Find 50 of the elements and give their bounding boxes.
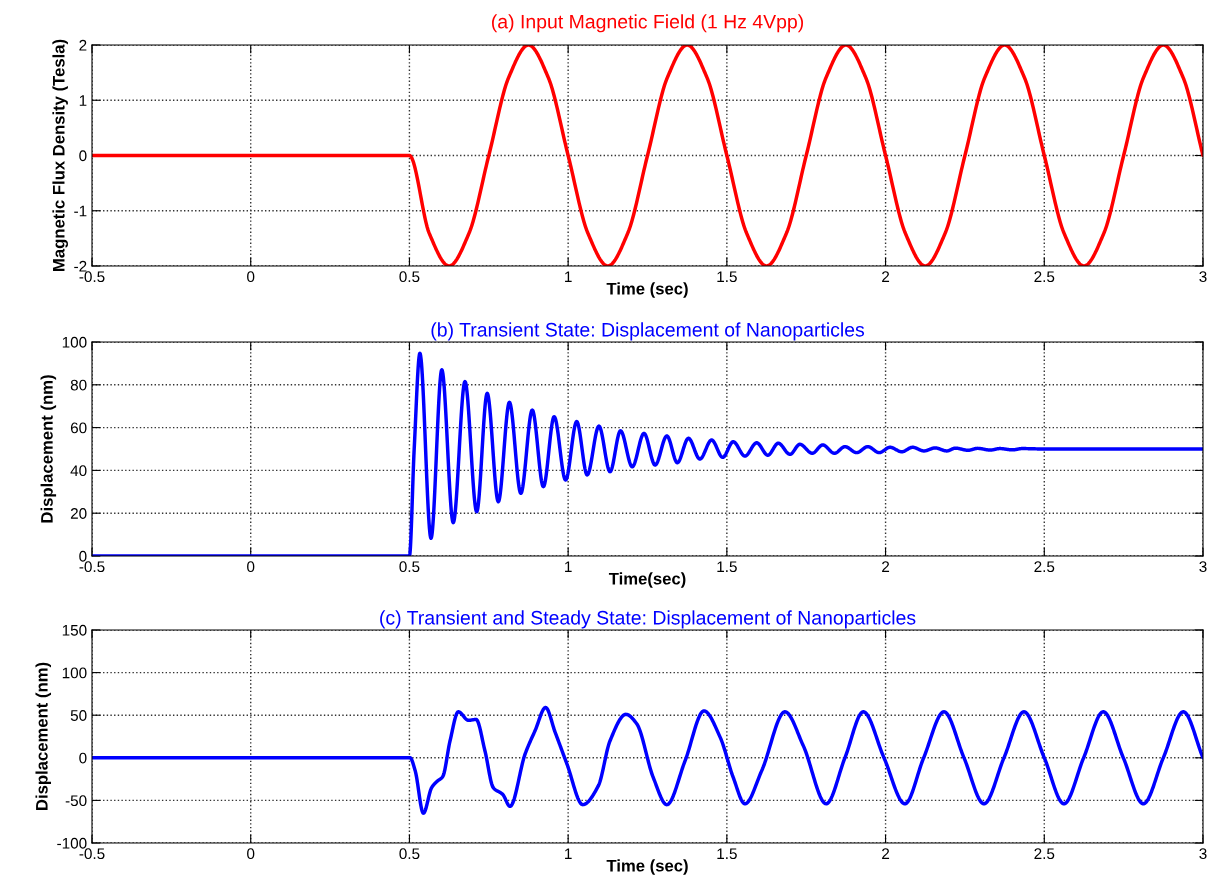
y-tick-label: 40 [70,465,87,477]
x-tick-label: 2 [882,848,890,859]
x-tick-label: -0.5 [79,271,105,283]
x-tick-label: 3 [1199,271,1207,283]
y-tick-label: 50 [70,710,87,721]
x-tick-label: 1 [565,848,572,859]
y-tick-label: -100 [57,837,87,849]
y-tick-label: 100 [62,336,87,348]
x-tick-label: 1.5 [717,561,737,573]
x-tick-label: 1 [565,561,572,572]
y-tick-label: 60 [70,422,87,434]
y-axis-title: Displacement (nm) [40,375,57,523]
x-tick-label: 2.5 [1034,561,1055,573]
chart-title: (b) Transient State: Displacement of Nanoparticles [431,322,865,341]
chart-title: (c) Transient and Steady State: Displacement of Nanoparticles [380,610,916,629]
x-tick-label: 0.5 [399,271,420,283]
x-tick-label: -0.5 [79,848,105,860]
y-tick-label: 80 [70,379,87,391]
x-tick-label: 2.5 [1034,848,1055,860]
y-tick-label: -2 [74,260,87,272]
x-tick-label: 0.5 [399,848,420,860]
y-axis-title: Displacement (nm) [35,662,52,810]
y-tick-label: 100 [62,667,87,679]
x-tick-label: 0 [247,848,255,860]
x-axis-title: Time (sec) [606,282,688,298]
x-tick-label: 2 [882,271,890,282]
chart-title: (a) Input Magnetic Field (1 Hz 4Vpp) [492,14,804,33]
y-tick-label: 20 [70,508,87,519]
x-tick-label: 0.5 [399,561,420,573]
x-axis-title: Time(sec) [608,572,686,588]
y-tick-label: 0 [79,150,87,162]
x-axis-title: Time (sec) [606,859,688,875]
x-tick-label: 2.5 [1034,271,1055,283]
x-tick-label: 2 [882,561,890,572]
y-tick-label: -1 [74,205,87,217]
x-tick-label: 1.5 [717,848,737,860]
y-axis-title: Magnetic Flux Density (Tesla) [52,39,68,271]
x-tick-label: 3 [1199,561,1207,573]
x-tick-label: -0.5 [79,561,105,573]
y-tick-label: 150 [62,624,87,636]
y-tick-label: 1 [79,95,87,106]
x-tick-label: 3 [1199,848,1207,860]
y-tick-label: -50 [65,795,87,807]
y-tick-label: 2 [79,39,87,51]
y-tick-label: 0 [79,752,87,764]
x-tick-label: 0 [247,561,255,573]
x-tick-label: 1.5 [717,271,737,283]
x-tick-label: 1 [565,271,572,282]
y-tick-label: 0 [79,550,87,562]
x-tick-label: 0 [247,271,255,283]
